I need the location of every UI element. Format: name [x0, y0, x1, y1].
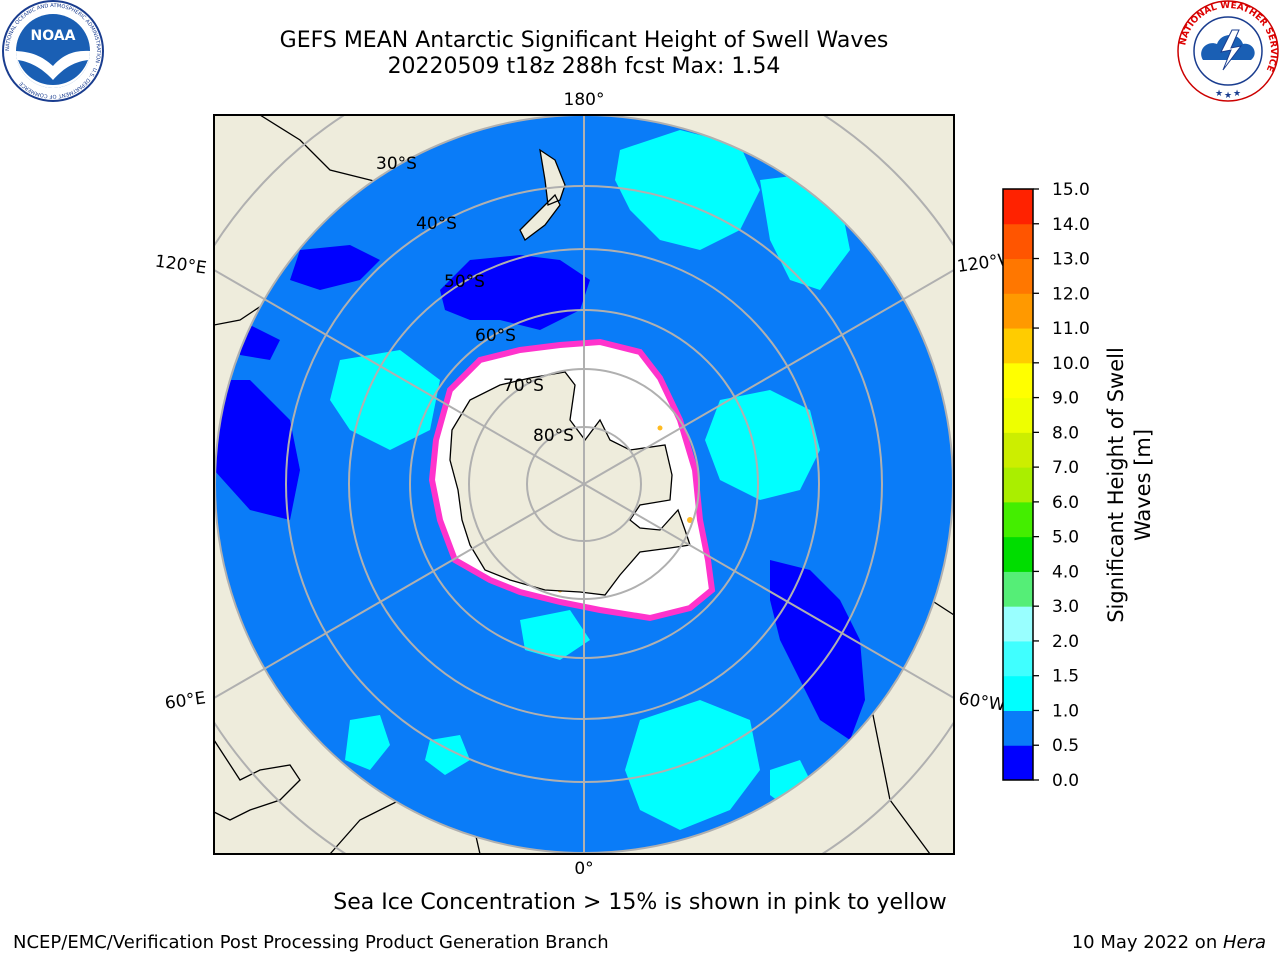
- colorbar-swatch: [1003, 328, 1033, 364]
- colorbar-tick-label: 12.0: [1052, 284, 1090, 304]
- colorbar-title-line1: Significant Height of Swell: [1104, 347, 1128, 623]
- colorbar-ticks: 0.0 0.5 1.0 1.5 2.0 3.0 4.0 5.0 6.0 7.0 8.0 9.0 10.0…: [1033, 180, 1090, 791]
- colorbar-swatch: [1003, 362, 1033, 399]
- colorbar-swatch: [1003, 189, 1033, 225]
- colorbar-swatch: [1003, 571, 1033, 607]
- colorbar-swatch: [1003, 501, 1033, 538]
- colorbar-tick-label: 1.0: [1052, 701, 1079, 721]
- svg-text:★: ★: [1215, 89, 1223, 99]
- chart-title-line1: GEFS MEAN Antarctic Significant Height o…: [279, 28, 889, 53]
- nws-stars: ★ ★ ★: [1215, 89, 1241, 101]
- colorbar-tick-label: 5.0: [1052, 528, 1079, 548]
- colorbar-tick-label: 15.0: [1052, 180, 1090, 200]
- colorbar-tick-label: 8.0: [1052, 423, 1079, 443]
- lat-label-60s: 60°S: [475, 326, 516, 346]
- colorbar-swatch: [1003, 432, 1033, 468]
- colorbar-swatch: [1003, 606, 1033, 642]
- lon-label-60w: 60°W: [957, 689, 1006, 715]
- meridian-60e-120w: [214, 269, 954, 699]
- footer-credit: NCEP/EMC/Verification Post Processing Pr…: [13, 932, 609, 953]
- svg-text:★: ★: [1233, 89, 1241, 99]
- colorbar-tick-label: 1.5: [1052, 667, 1079, 687]
- lat-label-70s: 70°S: [503, 376, 544, 396]
- colorbar-swatch: [1003, 397, 1033, 433]
- colorbar-frame: [1002, 188, 1034, 781]
- colorbar-tick-label: 10.0: [1052, 354, 1090, 374]
- noaa-logo-text: NOAA: [31, 28, 76, 44]
- colorbar-tick-label: 14.0: [1052, 215, 1090, 235]
- sea-ice-note: Sea Ice Concentration > 15% is shown in …: [333, 890, 947, 915]
- colorbar-swatch: [1003, 536, 1033, 572]
- colorbar-tick-label: 4.0: [1052, 562, 1079, 582]
- colorbar-swatch: [1003, 710, 1033, 746]
- svg-text:★: ★: [1224, 91, 1232, 101]
- colorbar-swatch: [1003, 223, 1033, 260]
- lat-label-40s: 40°S: [416, 214, 457, 234]
- colorbar-swatch: [1003, 293, 1033, 329]
- colorbar-tick-label: 11.0: [1052, 319, 1090, 339]
- lon-label-0: 0°: [574, 859, 593, 879]
- footer-host: Hera: [1222, 932, 1266, 953]
- colorbar-tick-label: 0.0: [1052, 771, 1079, 791]
- noaa-logo: NOAA NATIONAL OCEANIC AND ATMOSPHERIC AD…: [2, 0, 104, 102]
- latitude-labels: 30°S 40°S 50°S 60°S 70°S 80°S: [376, 154, 574, 446]
- lon-label-120e: 120°E: [154, 252, 208, 279]
- map-area: 30°S 40°S 50°S 60°S 70°S 80°S: [214, 115, 954, 854]
- chart-title-line2: 20220509 t18z 288h fcst Max: 1.54: [387, 54, 781, 79]
- colorbar-tick-label: 3.0: [1052, 597, 1079, 617]
- swell-low-regions: [215, 245, 865, 740]
- nws-logo: NATIONAL WEATHER SERVICE ★ ★ ★: [1177, 0, 1279, 102]
- colorbar-swatch: [1003, 640, 1033, 677]
- map-frame: [213, 114, 955, 855]
- colorbar-tick-label: 13.0: [1052, 250, 1090, 270]
- colorbar-swatch: [1003, 675, 1033, 711]
- colorbar-title-line2: Waves [m]: [1131, 429, 1155, 541]
- colorbar-tick-label: 7.0: [1052, 458, 1079, 478]
- colorbar-swatches: [1003, 189, 1033, 781]
- colorbar-swatch: [1003, 258, 1033, 294]
- antarctica-landmass: [449, 371, 691, 596]
- lat-label-30s: 30°S: [376, 154, 417, 174]
- colorbar-swatch: [1003, 467, 1033, 503]
- lat-label-50s: 50°S: [444, 272, 485, 292]
- lon-label-60e: 60°E: [164, 688, 207, 713]
- colorbar-tick-label: 0.5: [1052, 736, 1079, 756]
- colorbar: 0.0 0.5 1.0 1.5 2.0 3.0 4.0 5.0 6.0 7.0 8.0 9.0 10.0…: [1002, 180, 1155, 791]
- new-zealand-landmass: [519, 148, 566, 241]
- colorbar-swatch: [1003, 745, 1033, 781]
- colorbar-tick-label: 9.0: [1052, 389, 1079, 409]
- lon-label-180: 180°: [564, 90, 605, 110]
- colorbar-tick-label: 6.0: [1052, 493, 1079, 513]
- footer-date: 10 May 2022 on Hera: [1072, 932, 1266, 953]
- colorbar-tick-label: 2.0: [1052, 632, 1079, 652]
- lat-label-80s: 80°S: [533, 426, 574, 446]
- footer-date-text: 10 May 2022 on: [1071, 932, 1223, 953]
